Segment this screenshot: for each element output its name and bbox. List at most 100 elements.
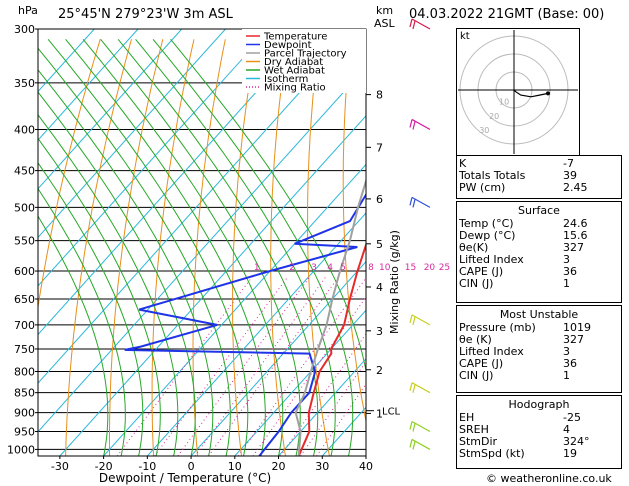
wet-adiabat-line <box>38 187 126 456</box>
legend-label: Dry Adiabat <box>264 57 323 68</box>
mixing-ratio-label: 10 <box>379 263 391 273</box>
wet-adiabat-line <box>82 38 284 456</box>
mixing-ratio-line <box>237 277 366 456</box>
wet-adiabat-line <box>38 69 214 456</box>
most-unstable-title: Most Unstable <box>499 308 579 321</box>
dewpoint-line <box>124 192 366 456</box>
index-value: 3 <box>563 345 570 358</box>
pressure-tick-label: 350 <box>14 77 35 90</box>
km-tick-label: 1 <box>376 407 383 420</box>
asl-label: ASL <box>374 17 395 30</box>
index-label: Pressure (mb) <box>459 321 536 334</box>
wet-adiabat-line <box>117 38 319 456</box>
dry-adiabat-line <box>65 39 132 456</box>
km-tick-label: 2 <box>376 364 383 377</box>
wind-barb-flag <box>412 199 416 208</box>
mixing-ratio-axis-label: Mixing Ratio (g/kg) <box>388 230 401 334</box>
parcel-trajectory-line <box>294 177 366 456</box>
x-tick-label: -20 <box>95 460 113 473</box>
index-row: K -7 <box>457 158 621 170</box>
surface-title: Surface <box>518 204 560 217</box>
wet-adiabat-line <box>47 38 249 456</box>
km-unit-label: km <box>376 4 394 17</box>
hodograph-end-point <box>546 91 550 96</box>
pressure-tick-label: 700 <box>14 319 35 332</box>
wet-adiabat-line <box>38 91 196 456</box>
wind-barb-staff <box>411 314 431 326</box>
wind-barb-staff <box>411 438 431 450</box>
legend-label: Temperature <box>263 32 327 43</box>
hodograph-ring-label: 20 <box>489 112 499 121</box>
wind-barb-flag <box>412 316 416 326</box>
index-label: K <box>459 157 467 170</box>
km-tick-label: 7 <box>376 141 383 154</box>
wind-barb-flag <box>409 18 413 28</box>
wet-adiabat-line <box>152 38 354 456</box>
location-title: 25°45'N 279°23'W 3m ASL <box>58 7 233 22</box>
dry-adiabat-line <box>192 39 226 456</box>
surface-box: Surface Temp (°C) 24.6 Dewp (°C) 15.6 θe(K) 3… <box>456 201 622 303</box>
dry-adiabat-line <box>270 39 289 456</box>
wind-barb <box>409 420 431 433</box>
dry-adiabat-line <box>444 39 456 456</box>
wet-adiabat-line <box>65 38 266 456</box>
index-value: 36 <box>563 265 577 278</box>
index-value: -7 <box>563 157 574 170</box>
index-value: 327 <box>563 241 584 254</box>
x-axis-label: Dewpoint / Temperature (°C) <box>99 471 271 485</box>
index-value: 19 <box>563 447 577 460</box>
index-row: PW (cm) 2.45 <box>457 182 621 194</box>
pressure-tick-label: 600 <box>14 265 35 278</box>
km-tick-label: 5 <box>376 238 383 251</box>
dry-adiabat-line <box>151 39 195 456</box>
wet-adiabat-line <box>100 38 301 456</box>
isotherm-line <box>190 260 366 456</box>
index-label: Totals Totals <box>459 169 526 182</box>
index-row: Totals Totals 39 <box>457 170 621 182</box>
temperature-line <box>297 241 366 456</box>
isotherm-line <box>38 66 366 433</box>
wind-barb-flag <box>409 382 413 391</box>
wet-adiabat-line <box>170 38 366 456</box>
axes: 3003504004505005506006507007508008509009… <box>7 23 450 473</box>
indices-top-table: K -7 Totals Totals 39 PW (cm) 2.45 <box>457 158 621 194</box>
pressure-tick-label: 550 <box>14 235 35 248</box>
index-value: 4 <box>563 423 570 436</box>
pressure-tick-label: 800 <box>14 366 35 379</box>
legend-label: Parcel Trajectory <box>264 49 347 60</box>
x-tick-label: -10 <box>138 460 156 473</box>
wind-barbs <box>409 18 431 450</box>
pressure-tick-label: 950 <box>14 426 35 439</box>
surface-table: Temp (°C) 24.6 Dewp (°C) 15.6 θe(K) 327 Lifted… <box>457 218 621 290</box>
index-value: 15.6 <box>563 229 588 242</box>
km-tick-label: 8 <box>376 89 383 102</box>
dry-adiabat-line <box>232 39 257 456</box>
wind-barb <box>409 438 431 450</box>
wet-adiabat-line <box>38 162 144 456</box>
wind-barb <box>409 382 431 394</box>
index-value: 324° <box>563 435 590 448</box>
wind-barb-flag <box>409 119 413 128</box>
dry-adiabat-line <box>307 39 330 456</box>
index-label: CAPE (J) <box>459 357 504 370</box>
km-tick-label: 3 <box>376 325 383 338</box>
x-tick-label: 30 <box>315 460 329 473</box>
index-value: 1 <box>563 277 570 290</box>
wet-adiabat-line <box>38 215 109 456</box>
index-label: SREH <box>459 423 489 436</box>
index-value: 2.45 <box>563 181 588 194</box>
wet-adiabat-line <box>38 114 179 456</box>
mixing-ratio-label: 25 <box>439 263 450 273</box>
isotherm-line <box>146 212 366 456</box>
index-row: Lifted Index 3 <box>457 346 621 358</box>
hodograph-index-table: EH -25 SREH 4 StmDir 324° StmSpd (kt) 19 <box>457 412 621 460</box>
index-label: Lifted Index <box>459 345 524 358</box>
index-label: EH <box>459 411 475 424</box>
index-row: Lifted Index 3 <box>457 254 621 266</box>
hodograph-unit: kt <box>460 31 470 42</box>
mixing-ratio-label: 3 <box>311 263 317 273</box>
index-value: 327 <box>563 333 584 346</box>
dry-adiabat-line <box>109 39 164 456</box>
hodograph-frame <box>456 28 580 156</box>
pressure-tick-label: 300 <box>14 23 35 36</box>
